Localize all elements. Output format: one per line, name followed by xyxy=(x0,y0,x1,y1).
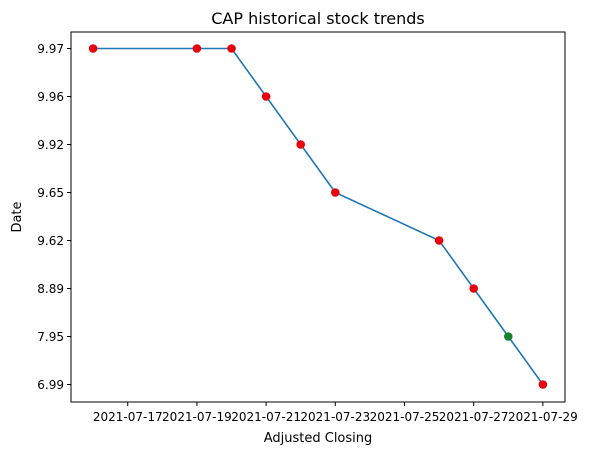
y-tick-label: 8.89 xyxy=(37,282,64,296)
y-tick-label: 7.95 xyxy=(37,330,64,344)
axes-frame xyxy=(70,31,566,403)
y-tick-label: 9.97 xyxy=(37,42,64,56)
x-tick-label: 2021-07-19 xyxy=(162,410,232,424)
x-axis-label: Adjusted Closing xyxy=(264,431,373,446)
x-tick-label: 2021-07-29 xyxy=(508,410,578,424)
x-tick-label: 2021-07-23 xyxy=(300,410,370,424)
series-line xyxy=(93,47,544,385)
data-point xyxy=(538,380,548,389)
data-point xyxy=(331,188,340,197)
data-point xyxy=(296,140,306,149)
y-tick-label: 9.62 xyxy=(37,234,64,248)
y-tick-label: 9.92 xyxy=(37,138,64,152)
plot-area: 9.97 9.96 9.92 9.65 9.62 8.89 7.95 6.99 2021-07-… xyxy=(37,42,577,424)
data-point xyxy=(227,44,236,53)
x-tick-label: 2021-07-17 xyxy=(93,410,163,424)
chart-title: CAP historical stock trends xyxy=(211,9,425,28)
data-point xyxy=(469,284,479,293)
x-tick-label: 2021-07-21 xyxy=(231,410,301,424)
data-point xyxy=(88,44,98,53)
x-tick-label: 2021-07-27 xyxy=(439,410,509,424)
data-point xyxy=(261,92,271,101)
y-tick-label: 6.99 xyxy=(37,378,64,392)
y-tick-label: 9.96 xyxy=(37,90,64,104)
x-tick-label: 2021-07-25 xyxy=(370,410,440,424)
data-point xyxy=(504,332,513,341)
data-point xyxy=(434,236,444,245)
data-point xyxy=(192,44,202,53)
y-tick-label: 9.65 xyxy=(37,186,64,200)
y-axis-label: Date xyxy=(10,201,25,232)
